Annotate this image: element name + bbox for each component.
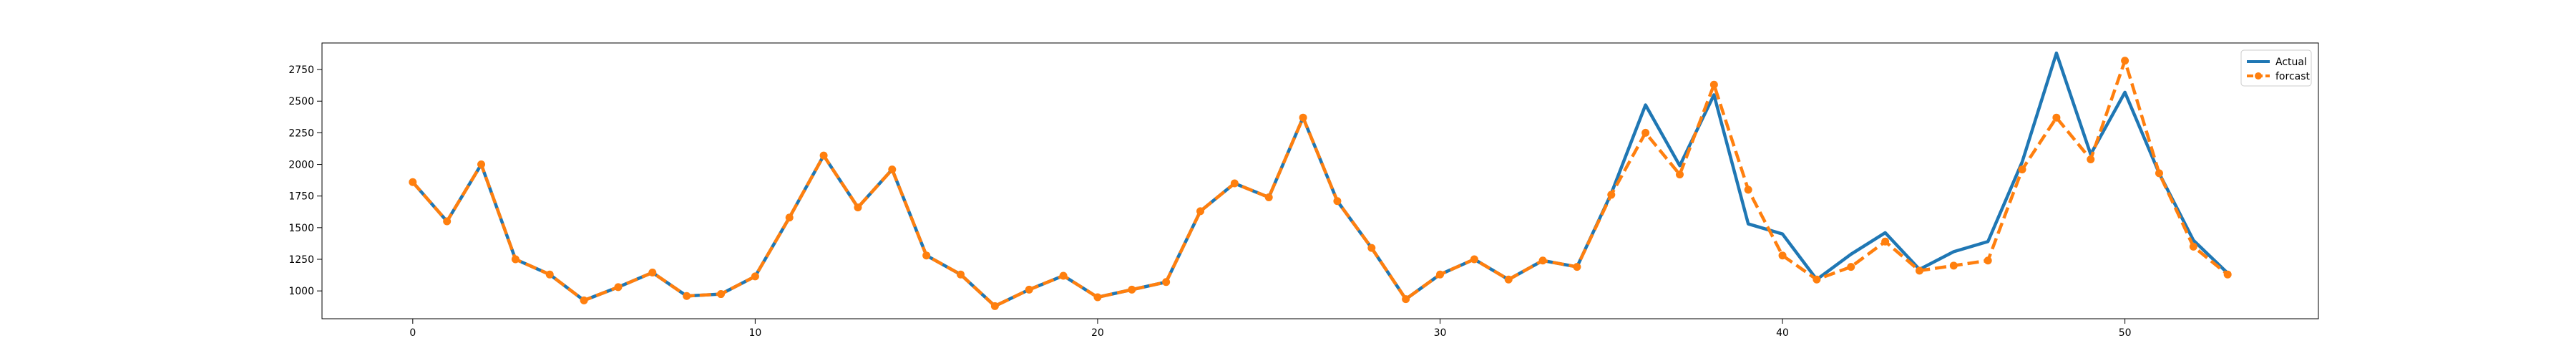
data-point-forcast [1402,295,1410,304]
data-point-forcast [1984,256,1992,265]
data-point-forcast [1641,128,1650,137]
data-point-forcast [1333,197,1342,206]
data-point-forcast [2052,113,2061,122]
y-tick-label: 2250 [288,127,314,139]
data-point-forcast [957,270,965,279]
data-point-forcast [1162,278,1171,287]
y-axis: 1000 1250 1500 1750 2000 2250 2500 2750 [288,64,322,297]
data-point-forcast [1059,271,1068,280]
data-point-forcast [888,165,897,174]
data-point-forcast [614,283,623,292]
data-point-forcast [1196,207,1205,216]
data-point-forcast [1093,293,1102,302]
x-tick-label: 0 [409,327,416,339]
data-point-forcast [1881,237,1890,246]
legend: Actual forcast [2240,49,2312,87]
legend-marker-forcast [2255,72,2262,80]
data-point-forcast [1709,80,1718,89]
series-line-actual [411,51,2229,308]
y-tick-label: 1000 [288,286,314,297]
legend-label-forcast: forcast [2275,71,2311,82]
data-point-forcast [443,217,452,226]
x-tick-label: 30 [1434,327,1447,339]
data-point-forcast [1264,193,1273,201]
data-point-forcast [545,270,554,279]
data-point-forcast [1435,270,1444,279]
data-point-forcast [1504,275,1513,284]
y-tick-label: 2500 [288,96,314,107]
data-point-forcast [922,251,931,260]
data-point-forcast [990,302,999,310]
plot-frame [321,42,2319,319]
data-point-forcast [1470,255,1478,264]
data-point-forcast [751,272,759,281]
y-tick-label: 1500 [288,223,314,234]
data-point-forcast [2121,57,2129,65]
data-point-forcast [2223,270,2232,279]
data-point-forcast [2189,242,2197,251]
data-point-forcast [409,178,417,186]
data-point-forcast [854,203,862,212]
data-point-forcast [1538,256,1547,265]
x-tick-label: 50 [2119,327,2132,339]
y-tick-label: 2000 [288,160,314,171]
data-point-forcast [1367,244,1376,252]
data-point-forcast [1573,263,1581,271]
data-point-forcast [717,290,726,299]
series-layer [409,51,2232,310]
x-tick-label: 40 [1776,327,1789,339]
data-point-forcast [511,255,519,264]
series-line-forcast [411,59,2229,308]
data-point-forcast [1675,170,1684,179]
data-point-forcast [2155,169,2163,178]
data-point-forcast [1915,266,1923,275]
x-tick-label: 20 [1091,327,1104,339]
data-point-forcast [648,269,657,277]
data-point-forcast [2018,165,2026,174]
y-tick-label: 1750 [288,191,314,203]
data-point-forcast [2087,155,2095,163]
data-point-forcast [1230,179,1239,188]
y-tick-label: 2750 [288,64,314,76]
data-point-forcast [1607,191,1616,199]
data-point-forcast [819,151,828,160]
data-point-forcast [1949,261,1958,270]
data-point-forcast [1025,285,1033,294]
data-point-forcast [477,160,486,169]
legend-label-actual: Actual [2275,57,2307,68]
data-point-forcast [580,296,588,304]
data-point-forcast [1744,186,1752,194]
data-point-forcast [683,292,691,300]
x-axis: 0 10 20 30 40 50 [409,319,2132,339]
y-tick-label: 1250 [288,254,314,266]
data-point-forcast [1813,275,1821,284]
data-point-forcast [785,213,794,222]
x-tick-label: 10 [748,327,761,339]
data-point-forcast [1778,251,1787,260]
data-point-forcast [1128,285,1136,294]
data-point-forcast [1299,113,1307,122]
data-point-forcast [1847,263,1855,271]
